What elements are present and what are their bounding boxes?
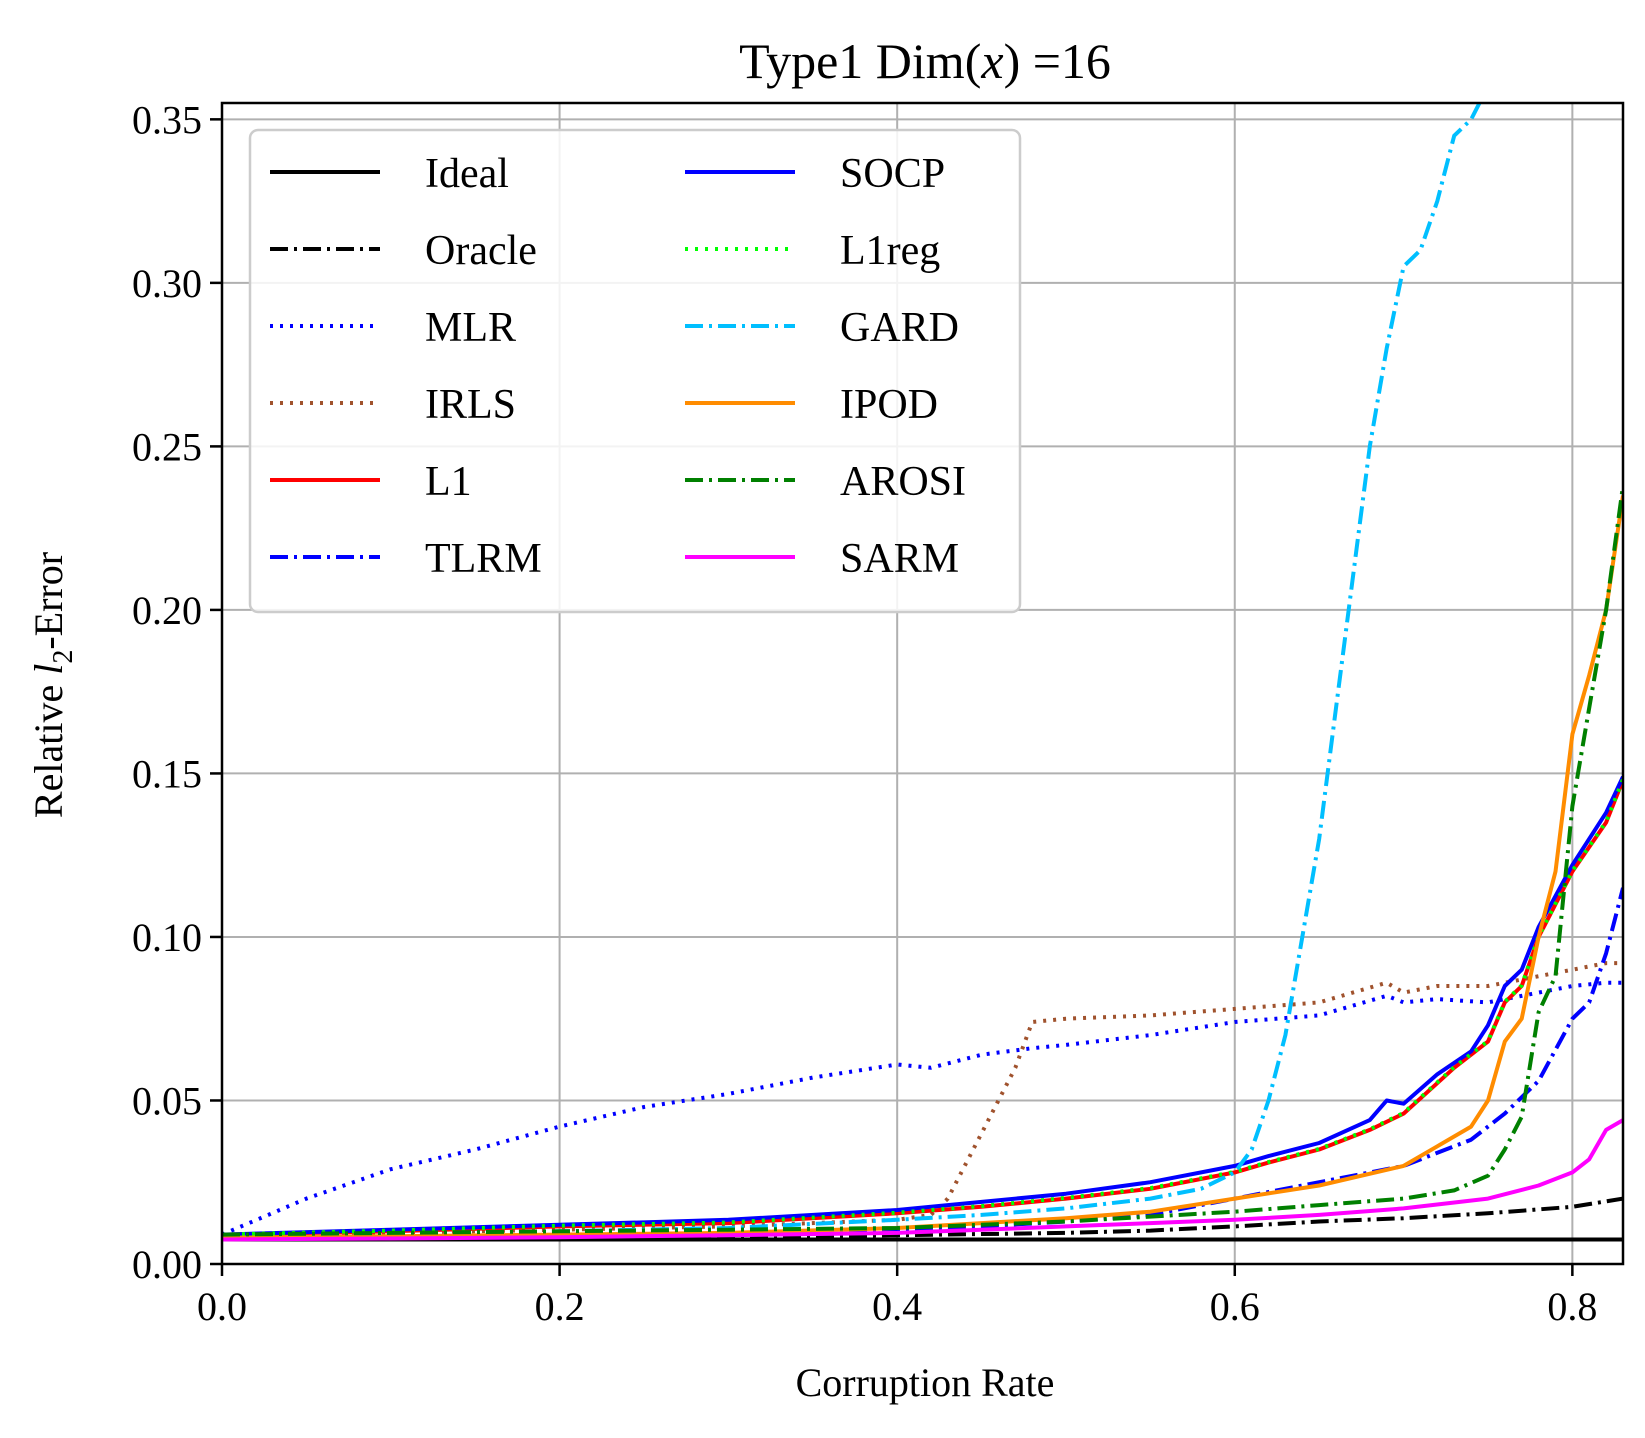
- legend-label-arosi: AROSI: [840, 459, 966, 505]
- series-line-tlrm: [222, 887, 1623, 1240]
- y-tick-label: 0.05: [132, 1078, 202, 1123]
- y-tick-label: 0.00: [132, 1242, 202, 1287]
- legend: Ideal Oracle MLR IRLS L1 TLRM SOCP L1reg GARD IPO…: [248, 128, 1022, 614]
- series-line-l1reg: [222, 778, 1623, 1237]
- x-tick-label: 0.6: [1210, 1284, 1260, 1329]
- legend-box: [248, 128, 1022, 614]
- series-line-gard: [222, 103, 1482, 1240]
- axis-ticks: 0.0 0.2 0.4 0.6 0.8 0.00 0.05 0.10 0.15 0.20 0.25 0…: [132, 97, 1597, 1329]
- series-line-irls: [222, 961, 1623, 1239]
- x-tick-label: 0.8: [1547, 1284, 1597, 1329]
- series-lines: [222, 103, 1623, 1242]
- legend-label-socp: SOCP: [840, 151, 945, 197]
- plot-frame: [220, 101, 1625, 1266]
- legend-label-sarm: SARM: [840, 536, 959, 582]
- y-tick-label: 0.30: [132, 261, 202, 306]
- legend-label-l1: L1: [425, 459, 472, 505]
- series-line-ipod: [222, 495, 1623, 1240]
- x-axis-title: Corruption Rate: [796, 1360, 1055, 1405]
- y-tick-label: 0.10: [132, 915, 202, 960]
- legend-label-ipod: IPOD: [840, 382, 938, 428]
- axes-frame: [220, 101, 1625, 1266]
- legend-label-irls: IRLS: [425, 382, 516, 428]
- legend-label-gard: GARD: [840, 305, 959, 351]
- legend-label-l1reg: L1reg: [840, 228, 940, 274]
- series-line-arosi: [222, 485, 1623, 1237]
- legend-label-oracle: Oracle: [425, 228, 537, 274]
- y-tick-label: 0.15: [132, 751, 202, 796]
- chart-title: Type1 Dim(x) =16: [739, 33, 1111, 89]
- series-line-sarm: [222, 1118, 1623, 1242]
- legend-label-ideal: Ideal: [425, 151, 509, 197]
- series-line-l1: [222, 779, 1623, 1237]
- y-tick-label: 0.25: [132, 424, 202, 469]
- y-tick-label: 0.20: [132, 588, 202, 633]
- x-tick-label: 0.2: [535, 1284, 585, 1329]
- legend-label-tlrm: TLRM: [425, 536, 542, 582]
- x-tick-label: 0.0: [197, 1284, 247, 1329]
- x-tick-label: 0.4: [872, 1284, 922, 1329]
- series-line-mlr: [222, 980, 1623, 1237]
- y-axis-title: Relative l2-Error: [26, 552, 79, 818]
- legend-label-mlr: MLR: [425, 305, 516, 351]
- y-tick-label: 0.35: [132, 97, 202, 142]
- series-line-socp: [222, 775, 1623, 1237]
